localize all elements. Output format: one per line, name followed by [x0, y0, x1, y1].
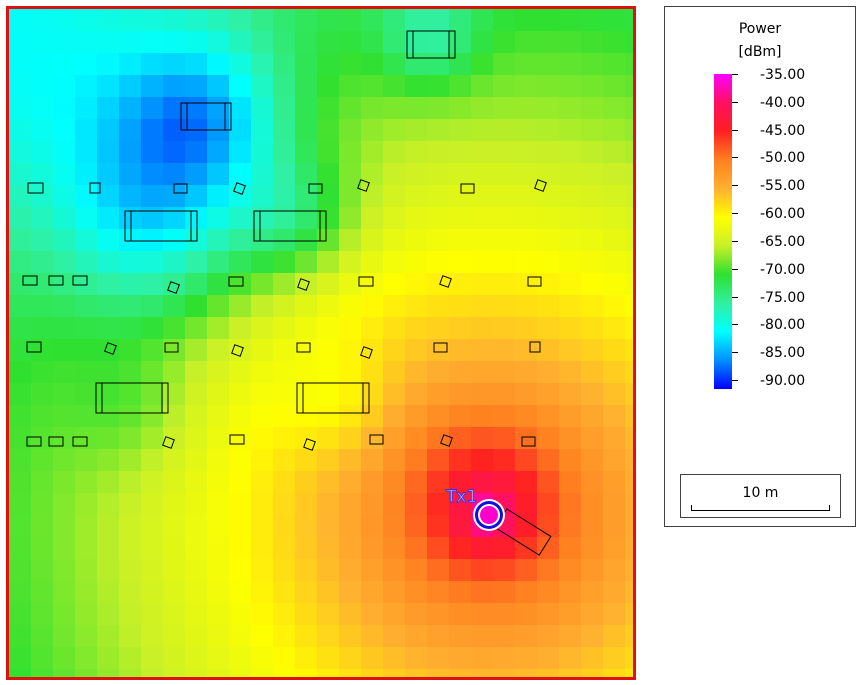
legend-tick: -70.00 — [732, 262, 832, 278]
legend-tick-label: -45.00 — [760, 122, 806, 139]
legend-tick-label: -80.00 — [760, 317, 806, 334]
legend-panel: Power [dBm] -35.00 -40.00 -45.00 -50.00 -55.… — [664, 6, 856, 527]
legend-tick-mark — [732, 352, 738, 354]
legend-tick-mark — [732, 129, 738, 131]
legend-tick-label: -90.00 — [760, 373, 806, 389]
legend-tick: -65.00 — [732, 234, 832, 250]
legend-tick: -90.00 — [732, 373, 832, 389]
scale-bar — [691, 505, 830, 511]
legend-tick-mark — [732, 74, 738, 75]
scale-bar-box: 10 m — [680, 474, 841, 518]
legend-tick-label: -40.00 — [760, 94, 806, 111]
legend-tick: -35.00 — [732, 67, 832, 83]
legend-tick: -55.00 — [732, 178, 832, 194]
legend-tick: -40.00 — [732, 95, 832, 111]
legend-tick-label: -60.00 — [760, 206, 806, 223]
scale-label: 10 m — [742, 485, 779, 501]
transmitter-marker[interactable] — [473, 499, 505, 531]
legend-unit: [dBm] — [738, 44, 782, 60]
legend-tick-label: -70.00 — [760, 261, 806, 278]
legend-tick-mark — [732, 268, 738, 270]
coverage-map[interactable]: Tx1 — [6, 6, 636, 680]
legend-tick-mark — [732, 157, 738, 159]
legend-tick-mark — [732, 240, 738, 242]
legend-tick-label: -55.00 — [760, 178, 806, 195]
legend-tick-label: -65.00 — [760, 233, 806, 250]
legend-tick-label: -75.00 — [760, 289, 806, 306]
power-heatmap: Tx1 — [9, 9, 633, 677]
legend-tick: -75.00 — [732, 290, 832, 306]
legend-tick-mark — [732, 101, 738, 103]
legend-tick-mark — [732, 213, 738, 215]
legend-tick-label: -35.00 — [760, 67, 806, 83]
legend-tick-mark — [732, 324, 738, 326]
legend-tick-label: -85.00 — [760, 345, 806, 362]
legend-tick: -85.00 — [732, 345, 832, 361]
heatmap-cells — [9, 9, 633, 677]
legend-tick: -60.00 — [732, 206, 832, 222]
legend-tick-mark — [732, 185, 738, 187]
legend-color-bar — [714, 74, 732, 389]
legend-tick-label: -50.00 — [760, 150, 806, 167]
legend-tick-mark — [732, 380, 738, 381]
legend-tick-mark — [732, 296, 738, 298]
building-outlines — [22, 30, 552, 556]
transmitter-label: Tx1 — [445, 487, 477, 507]
legend-tick: -50.00 — [732, 150, 832, 166]
legend-tick: -80.00 — [732, 317, 832, 333]
legend-title: Power — [738, 21, 782, 37]
legend-tick: -45.00 — [732, 123, 832, 139]
